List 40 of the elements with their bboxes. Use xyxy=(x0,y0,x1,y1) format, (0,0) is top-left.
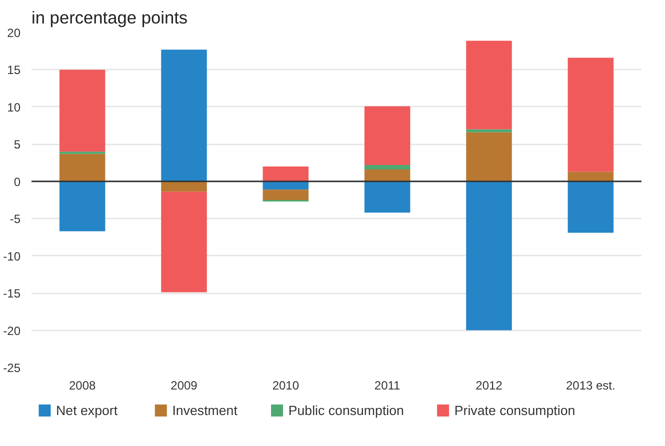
y-tick-label: -15 xyxy=(3,286,21,301)
y-tick-label: 5 xyxy=(14,138,21,152)
chart-title: in percentage points xyxy=(32,8,188,28)
bar xyxy=(262,166,309,182)
x-tick-label: 2009 xyxy=(170,378,198,392)
bar xyxy=(466,181,512,330)
x-tick-label: 2012 xyxy=(476,378,503,392)
legend-label: Public consumption xyxy=(288,403,404,418)
legend-label: Private consumption xyxy=(454,403,576,418)
bar xyxy=(161,181,207,192)
bar xyxy=(364,106,410,166)
y-tick-label: -10 xyxy=(3,249,21,264)
y-tick-label: 10 xyxy=(7,100,21,114)
bar xyxy=(59,70,106,152)
y-tick-label: 15 xyxy=(7,63,21,78)
x-tick-label: 2013 est. xyxy=(566,378,616,392)
y-tick-label: 0 xyxy=(14,174,21,189)
y-tick-label: 20 xyxy=(7,26,21,40)
x-tick-label: 2010 xyxy=(272,378,300,392)
bar xyxy=(568,58,614,172)
bar xyxy=(59,154,106,182)
bar xyxy=(364,169,410,182)
x-tick-label: 2011 xyxy=(374,378,401,392)
bar xyxy=(568,181,614,233)
x-tick-label: 2008 xyxy=(68,378,96,392)
bar xyxy=(59,181,106,232)
bar xyxy=(161,50,207,182)
bar xyxy=(161,192,207,292)
bar xyxy=(262,181,309,190)
bar xyxy=(364,181,410,213)
bar xyxy=(466,40,512,130)
y-tick-label: -25 xyxy=(3,361,21,375)
y-tick-label: -20 xyxy=(3,324,21,338)
bar xyxy=(364,165,410,170)
bar xyxy=(262,190,309,200)
y-tick-label: -5 xyxy=(10,212,21,226)
bar xyxy=(466,132,512,182)
legend-label: Net export xyxy=(56,403,118,418)
bar xyxy=(466,129,512,132)
legend-label: Investment xyxy=(172,403,238,418)
